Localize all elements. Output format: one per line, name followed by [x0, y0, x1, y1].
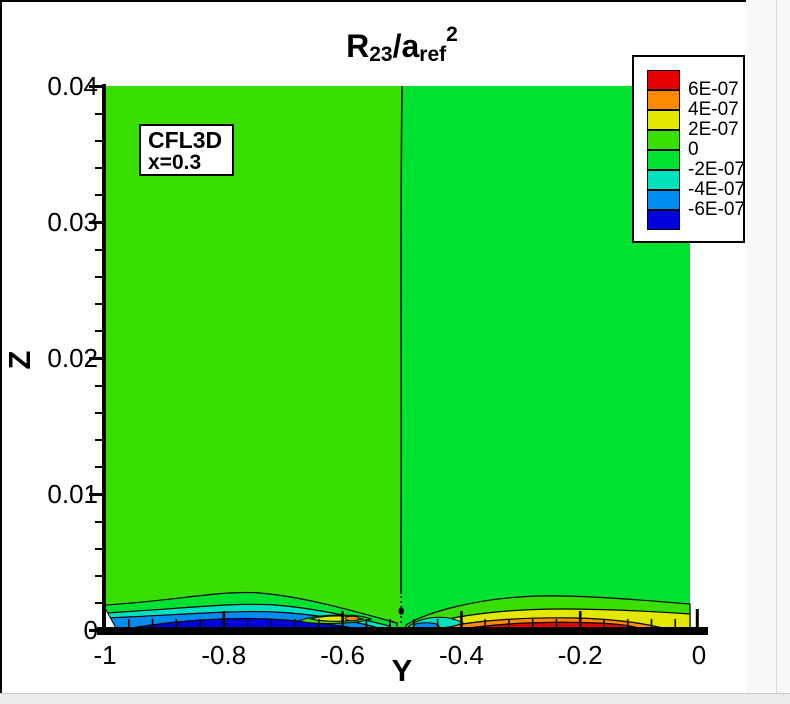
field-right-green: [402, 86, 690, 630]
x-tick-label: 0: [691, 640, 707, 670]
y-tick-label: 0.02: [47, 343, 98, 373]
annotation-station: x=0.3: [148, 151, 202, 174]
x-tick-label: -0.8: [201, 640, 247, 670]
y-tick-label: 0.01: [47, 479, 98, 509]
y-axis-line: [102, 84, 106, 635]
x-axis-title: Y: [391, 653, 413, 688]
legend-level-label: -4E-07: [688, 179, 746, 200]
plot-canvas: R 23/a ref 2 0.04 0.03 0.02 0.01 0 -1 -0.8 -0.6 -0…: [0, 0, 746, 695]
y-minor-tick: [95, 411, 103, 414]
y-minor-tick: [95, 330, 103, 333]
y-tick-label: 0.03: [47, 207, 98, 237]
contour-legend: 6E-07 4E-07 2E-07 0 -2E-07 -4E-07 -6E-07: [632, 55, 745, 243]
legend-color-swatch: [647, 70, 680, 90]
y-minor-tick: [95, 303, 103, 306]
y-major-tick: [89, 221, 103, 224]
legend-level-label: 4E-07: [688, 99, 739, 120]
y-minor-tick: [95, 547, 103, 550]
y-minor-tick: [95, 167, 103, 170]
y-tick-label: 0: [83, 615, 98, 645]
zero-line-blob: [398, 607, 404, 615]
y-minor-tick: [95, 602, 103, 605]
y-minor-tick: [95, 575, 103, 578]
y-major-tick: [89, 85, 103, 88]
annotation-code-name: CFL3D: [148, 127, 223, 153]
field-left-lime: [105, 86, 402, 630]
y-axis-title: Z: [2, 350, 37, 370]
y-minor-tick: [95, 194, 103, 197]
zero-line-vertical: [400, 86, 403, 594]
title-base: R: [346, 27, 370, 64]
window-right-gutter: [746, 0, 790, 693]
legend-level-label: 2E-07: [688, 119, 739, 140]
title-subscript-23: 23: [369, 43, 393, 66]
y-minor-tick: [95, 112, 103, 115]
y-minor-tick: [95, 439, 103, 442]
legend-level-label: -6E-07: [688, 199, 746, 220]
y-major-tick: [89, 629, 103, 632]
y-major-tick: [89, 493, 103, 496]
y-minor-tick: [95, 384, 103, 387]
legend-level-label: 6E-07: [688, 79, 739, 100]
x-axis-line: [97, 627, 708, 635]
x-tick-label: -0.4: [438, 640, 484, 670]
legend-color-swatch: [647, 110, 680, 130]
y-minor-tick: [95, 466, 103, 469]
legend-color-swatch: [647, 210, 680, 230]
legend-color-swatch: [647, 130, 680, 150]
annotation-box: CFL3D x=0.3: [139, 124, 234, 176]
y-tick-label: 0.04: [47, 71, 98, 101]
plot-title: R 23/a ref 2: [105, 23, 699, 68]
title-divisor: /a: [392, 27, 420, 64]
y-minor-tick: [95, 248, 103, 251]
island-left-orange: [344, 615, 360, 622]
y-minor-tick: [95, 139, 103, 142]
contour-left-corner-gap: [105, 607, 118, 630]
x-tick-label: -1: [93, 640, 117, 670]
window-bottom-edge: [0, 693, 790, 704]
legend-color-swatch: [647, 190, 680, 210]
legend-color-swatch: [647, 170, 680, 190]
contour-plot-area: [105, 86, 699, 630]
legend-level-label: -2E-07: [688, 159, 746, 180]
y-minor-tick: [95, 275, 103, 278]
legend-color-swatch: [647, 150, 680, 170]
x-tick-label: -0.2: [557, 640, 603, 670]
title-superscript-2: 2: [446, 23, 458, 46]
title-subscript-ref: ref: [419, 43, 447, 66]
legend-color-swatch: [647, 90, 680, 110]
window-right-gutter-line: [776, 0, 777, 693]
legend-level-label: 0: [688, 139, 699, 160]
y-minor-tick: [95, 520, 103, 523]
x-tick-label: -0.6: [320, 640, 365, 670]
y-major-tick: [89, 357, 103, 360]
